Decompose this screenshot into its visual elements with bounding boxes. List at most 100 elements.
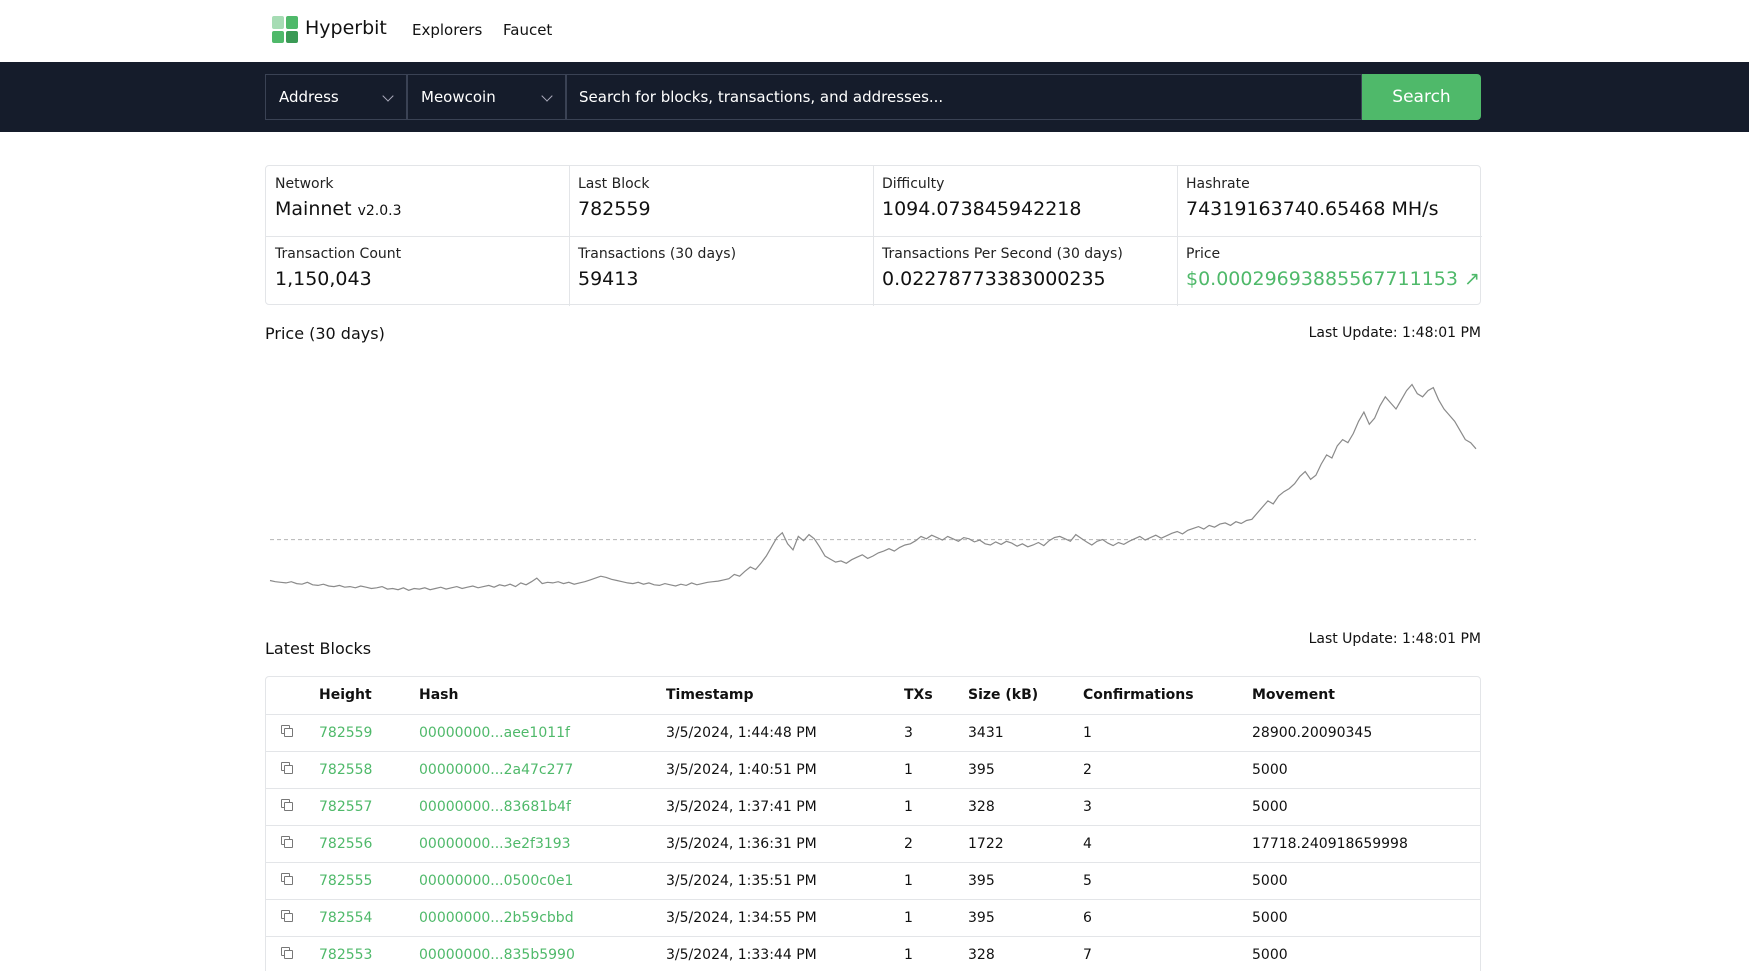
table-row: 782557 00000000...83681b4f 3/5/2024, 1:37:… bbox=[266, 787, 1480, 825]
block-movement: 28900.20090345 bbox=[1252, 713, 1480, 751]
block-confirmations: 1 bbox=[1083, 713, 1252, 751]
block-size: 328 bbox=[968, 935, 1083, 971]
block-hash-link[interactable]: 00000000...83681b4f bbox=[419, 787, 666, 825]
price-chart bbox=[269, 383, 1477, 591]
block-tx-count: 3 bbox=[904, 713, 968, 751]
stat-tps-30d: Transactions Per Second (30 days) 0.0227… bbox=[873, 236, 1177, 306]
stat-label: Transactions (30 days) bbox=[578, 246, 737, 262]
copy-icon[interactable] bbox=[281, 761, 293, 774]
stat-value: 0.02278773383000235 bbox=[882, 268, 1106, 290]
network-stats-grid: Network Mainnet v2.0.3 Last Block 782559… bbox=[265, 165, 1482, 306]
block-size: 395 bbox=[968, 898, 1083, 936]
block-movement: 5000 bbox=[1252, 898, 1480, 936]
stat-label: Transaction Count bbox=[275, 246, 402, 262]
search-bar: Address Meowcoin Search for blocks, tran… bbox=[0, 62, 1749, 132]
hyperbit-logo-icon[interactable] bbox=[272, 16, 298, 43]
search-type-select[interactable]: Address bbox=[265, 74, 407, 120]
block-timestamp: 3/5/2024, 1:44:48 PM bbox=[666, 713, 904, 751]
stat-last-block: Last Block 782559 bbox=[569, 166, 873, 236]
block-height-link[interactable]: 782554 bbox=[319, 898, 419, 936]
chevron-down-icon bbox=[541, 90, 553, 102]
block-confirmations: 6 bbox=[1083, 898, 1252, 936]
block-timestamp: 3/5/2024, 1:35:51 PM bbox=[666, 861, 904, 899]
search-type-value: Address bbox=[279, 88, 339, 106]
block-size: 3431 bbox=[968, 713, 1083, 751]
stat-value: 59413 bbox=[578, 268, 639, 290]
stat-value: Mainnet bbox=[275, 198, 352, 220]
block-height-link[interactable]: 782559 bbox=[319, 713, 419, 751]
copy-icon[interactable] bbox=[281, 946, 293, 959]
block-tx-count: 1 bbox=[904, 898, 968, 936]
stat-label: Network bbox=[275, 176, 334, 192]
latest-blocks-title: Latest Blocks bbox=[265, 639, 372, 658]
version-label: v2.0.3 bbox=[357, 203, 402, 219]
table-row: 782553 00000000...835b5990 3/5/2024, 1:33:… bbox=[266, 935, 1480, 971]
block-confirmations: 7 bbox=[1083, 935, 1252, 971]
block-hash-link[interactable]: 00000000...3e2f3193 bbox=[419, 824, 666, 862]
stat-price: Price $0.00029693885567711153 ↗ bbox=[1177, 236, 1481, 306]
brand-name[interactable]: Hyperbit bbox=[305, 17, 387, 39]
price-link[interactable]: $0.00029693885567711153 ↗ bbox=[1186, 268, 1480, 290]
block-confirmations: 5 bbox=[1083, 861, 1252, 899]
block-height-link[interactable]: 782553 bbox=[319, 935, 419, 971]
block-hash-link[interactable]: 00000000...aee1011f bbox=[419, 713, 666, 751]
block-movement: 5000 bbox=[1252, 787, 1480, 825]
block-movement: 5000 bbox=[1252, 935, 1480, 971]
table-row: 782556 00000000...3e2f3193 3/5/2024, 1:36:… bbox=[266, 824, 1480, 862]
copy-icon[interactable] bbox=[281, 872, 293, 885]
block-timestamp: 3/5/2024, 1:34:55 PM bbox=[666, 898, 904, 936]
block-height-link[interactable]: 782558 bbox=[319, 750, 419, 788]
top-navbar: Hyperbit Explorers Faucet bbox=[0, 0, 1749, 62]
copy-icon[interactable] bbox=[281, 909, 293, 922]
block-timestamp: 3/5/2024, 1:33:44 PM bbox=[666, 935, 904, 971]
block-hash-link[interactable]: 00000000...2b59cbbd bbox=[419, 898, 666, 936]
column-header: Size (kB) bbox=[968, 687, 1039, 704]
block-timestamp: 3/5/2024, 1:37:41 PM bbox=[666, 787, 904, 825]
block-hash-link[interactable]: 00000000...2a47c277 bbox=[419, 750, 666, 788]
column-header: Confirmations bbox=[1083, 687, 1194, 704]
copy-icon[interactable] bbox=[281, 724, 293, 737]
block-timestamp: 3/5/2024, 1:40:51 PM bbox=[666, 750, 904, 788]
search-input[interactable]: Search for blocks, transactions, and add… bbox=[566, 74, 1362, 120]
search-button[interactable]: Search bbox=[1362, 74, 1481, 120]
block-movement: 5000 bbox=[1252, 750, 1480, 788]
block-tx-count: 1 bbox=[904, 861, 968, 899]
block-movement: 5000 bbox=[1252, 861, 1480, 899]
stat-value: 1094.073845942218 bbox=[882, 198, 1082, 220]
table-row: 782558 00000000...2a47c277 3/5/2024, 1:40:… bbox=[266, 750, 1480, 788]
stat-value: 74319163740.65468 MH/s bbox=[1186, 198, 1439, 220]
nav-explorers[interactable]: Explorers bbox=[412, 21, 483, 39]
block-tx-count: 1 bbox=[904, 750, 968, 788]
block-size: 395 bbox=[968, 861, 1083, 899]
block-height-link[interactable]: 782556 bbox=[319, 824, 419, 862]
column-header: Hash bbox=[419, 687, 459, 704]
network-value: Meowcoin bbox=[421, 88, 496, 106]
block-confirmations: 4 bbox=[1083, 824, 1252, 862]
block-height-link[interactable]: 782557 bbox=[319, 787, 419, 825]
block-movement: 17718.240918659998 bbox=[1252, 824, 1480, 862]
price-chart-title: Price (30 days) bbox=[265, 324, 385, 343]
stat-label: Price bbox=[1186, 246, 1221, 262]
copy-icon[interactable] bbox=[281, 798, 293, 811]
block-size: 395 bbox=[968, 750, 1083, 788]
stat-network: Network Mainnet v2.0.3 bbox=[266, 166, 570, 236]
block-hash-link[interactable]: 00000000...835b5990 bbox=[419, 935, 666, 971]
column-header bbox=[266, 677, 319, 714]
network-select[interactable]: Meowcoin bbox=[407, 74, 566, 120]
block-confirmations: 2 bbox=[1083, 750, 1252, 788]
block-tx-count: 1 bbox=[904, 787, 968, 825]
copy-icon[interactable] bbox=[281, 835, 293, 848]
price-series-line bbox=[269, 383, 1477, 591]
table-header-row: Height Hash Timestamp TXs Size (kB) Conf… bbox=[266, 677, 1480, 714]
column-header: TXs bbox=[904, 687, 933, 704]
stat-transaction-count: Transaction Count 1,150,043 bbox=[266, 236, 570, 306]
block-tx-count: 1 bbox=[904, 935, 968, 971]
chevron-down-icon bbox=[382, 90, 394, 102]
nav-faucet[interactable]: Faucet bbox=[503, 21, 553, 39]
block-hash-link[interactable]: 00000000...0500c0e1 bbox=[419, 861, 666, 899]
latest-blocks-table: Height Hash Timestamp TXs Size (kB) Conf… bbox=[265, 676, 1481, 971]
stat-label: Difficulty bbox=[882, 176, 945, 192]
block-height-link[interactable]: 782555 bbox=[319, 861, 419, 899]
table-row: 782559 00000000...aee1011f 3/5/2024, 1:44:… bbox=[266, 713, 1480, 751]
block-size: 1722 bbox=[968, 824, 1083, 862]
